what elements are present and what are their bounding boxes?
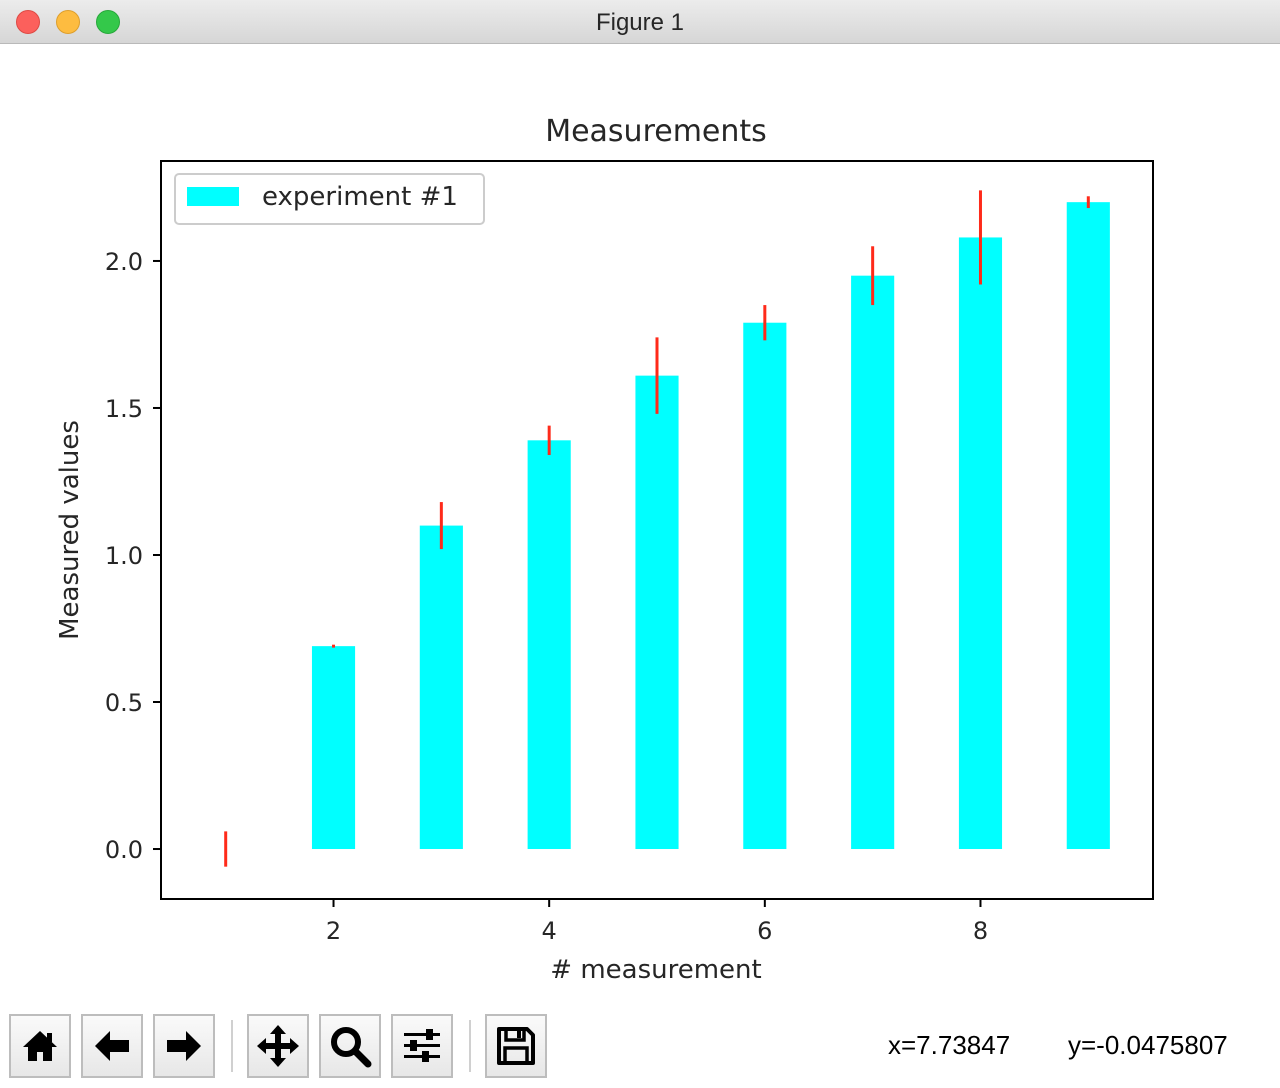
legend-frame: [174, 173, 485, 225]
x-coordinate-readout: x=7.73847: [888, 1030, 1011, 1060]
zoom-window-button[interactable]: [96, 10, 120, 34]
floppy-disk-icon: [497, 1027, 535, 1065]
chart-title: Measurements: [545, 114, 767, 149]
y-coordinate-readout: y=-0.0475807: [1068, 1030, 1228, 1060]
bar-8: [958, 237, 1003, 850]
window-title: Figure 1: [595, 9, 685, 36]
sliders-icon: [404, 1029, 440, 1062]
bar-9: [1066, 202, 1110, 850]
plot-frame: [160, 160, 1154, 900]
bar-5: [635, 375, 679, 850]
toolbar-separator: [469, 1020, 471, 1072]
home-icon: [23, 1031, 57, 1061]
window-titlebar: Figure 1: [0, 0, 1280, 44]
bar-3: [419, 525, 463, 850]
y-axis-label: Measured values: [55, 420, 85, 640]
x-axis-label: # measurement: [550, 955, 761, 985]
bar-2: [311, 646, 356, 850]
configure-subplots-button[interactable]: [391, 1014, 453, 1078]
legend: experiment #1: [174, 173, 485, 225]
x-tick-label: 2: [326, 917, 341, 945]
y-tick-label: 0.5: [105, 689, 143, 717]
figure-canvas[interactable]: Measurements 2 4 6 8 0.0 0.5 1.0 1.5 2.0 # meas…: [0, 44, 1280, 1004]
toolbar-separator: [231, 1020, 233, 1072]
x-tick-label: 4: [542, 917, 557, 945]
y-tick-label: 0.0: [105, 836, 143, 864]
legend-label: experiment #1: [262, 182, 458, 212]
y-tick-label: 1.5: [105, 395, 143, 423]
pan-button[interactable]: [247, 1014, 309, 1078]
bar-4: [527, 440, 571, 850]
forward-button[interactable]: [153, 1014, 215, 1078]
x-tick-label: 8: [973, 917, 988, 945]
bar-chart: Measurements 2 4 6 8 0.0 0.5 1.0 1.5 2.0 # meas…: [55, 114, 1154, 985]
save-button[interactable]: [485, 1014, 547, 1078]
home-button[interactable]: [9, 1014, 71, 1078]
bars-group: [311, 202, 1110, 850]
bar-6: [743, 322, 787, 850]
back-button[interactable]: [81, 1014, 143, 1078]
zoom-button[interactable]: [319, 1014, 381, 1078]
y-ticks-group: 0.0 0.5 1.0 1.5 2.0: [105, 248, 161, 864]
legend-swatch: [187, 187, 239, 206]
y-tick-label: 1.0: [105, 542, 143, 570]
arrow-right-icon: [167, 1031, 201, 1061]
bar-7: [851, 275, 895, 850]
arrow-left-icon: [95, 1031, 129, 1061]
close-window-button[interactable]: [16, 10, 40, 34]
move-icon: [257, 1025, 299, 1067]
errorbars-group: [224, 190, 1090, 867]
minimize-window-button[interactable]: [56, 10, 80, 34]
navigation-toolbar: x=7.73847 y=-0.0475807: [0, 1004, 1280, 1088]
x-ticks-group: 2 4 6 8: [326, 899, 988, 945]
magnifier-icon: [331, 1027, 372, 1068]
x-tick-label: 6: [757, 917, 772, 945]
y-tick-label: 2.0: [105, 248, 143, 276]
